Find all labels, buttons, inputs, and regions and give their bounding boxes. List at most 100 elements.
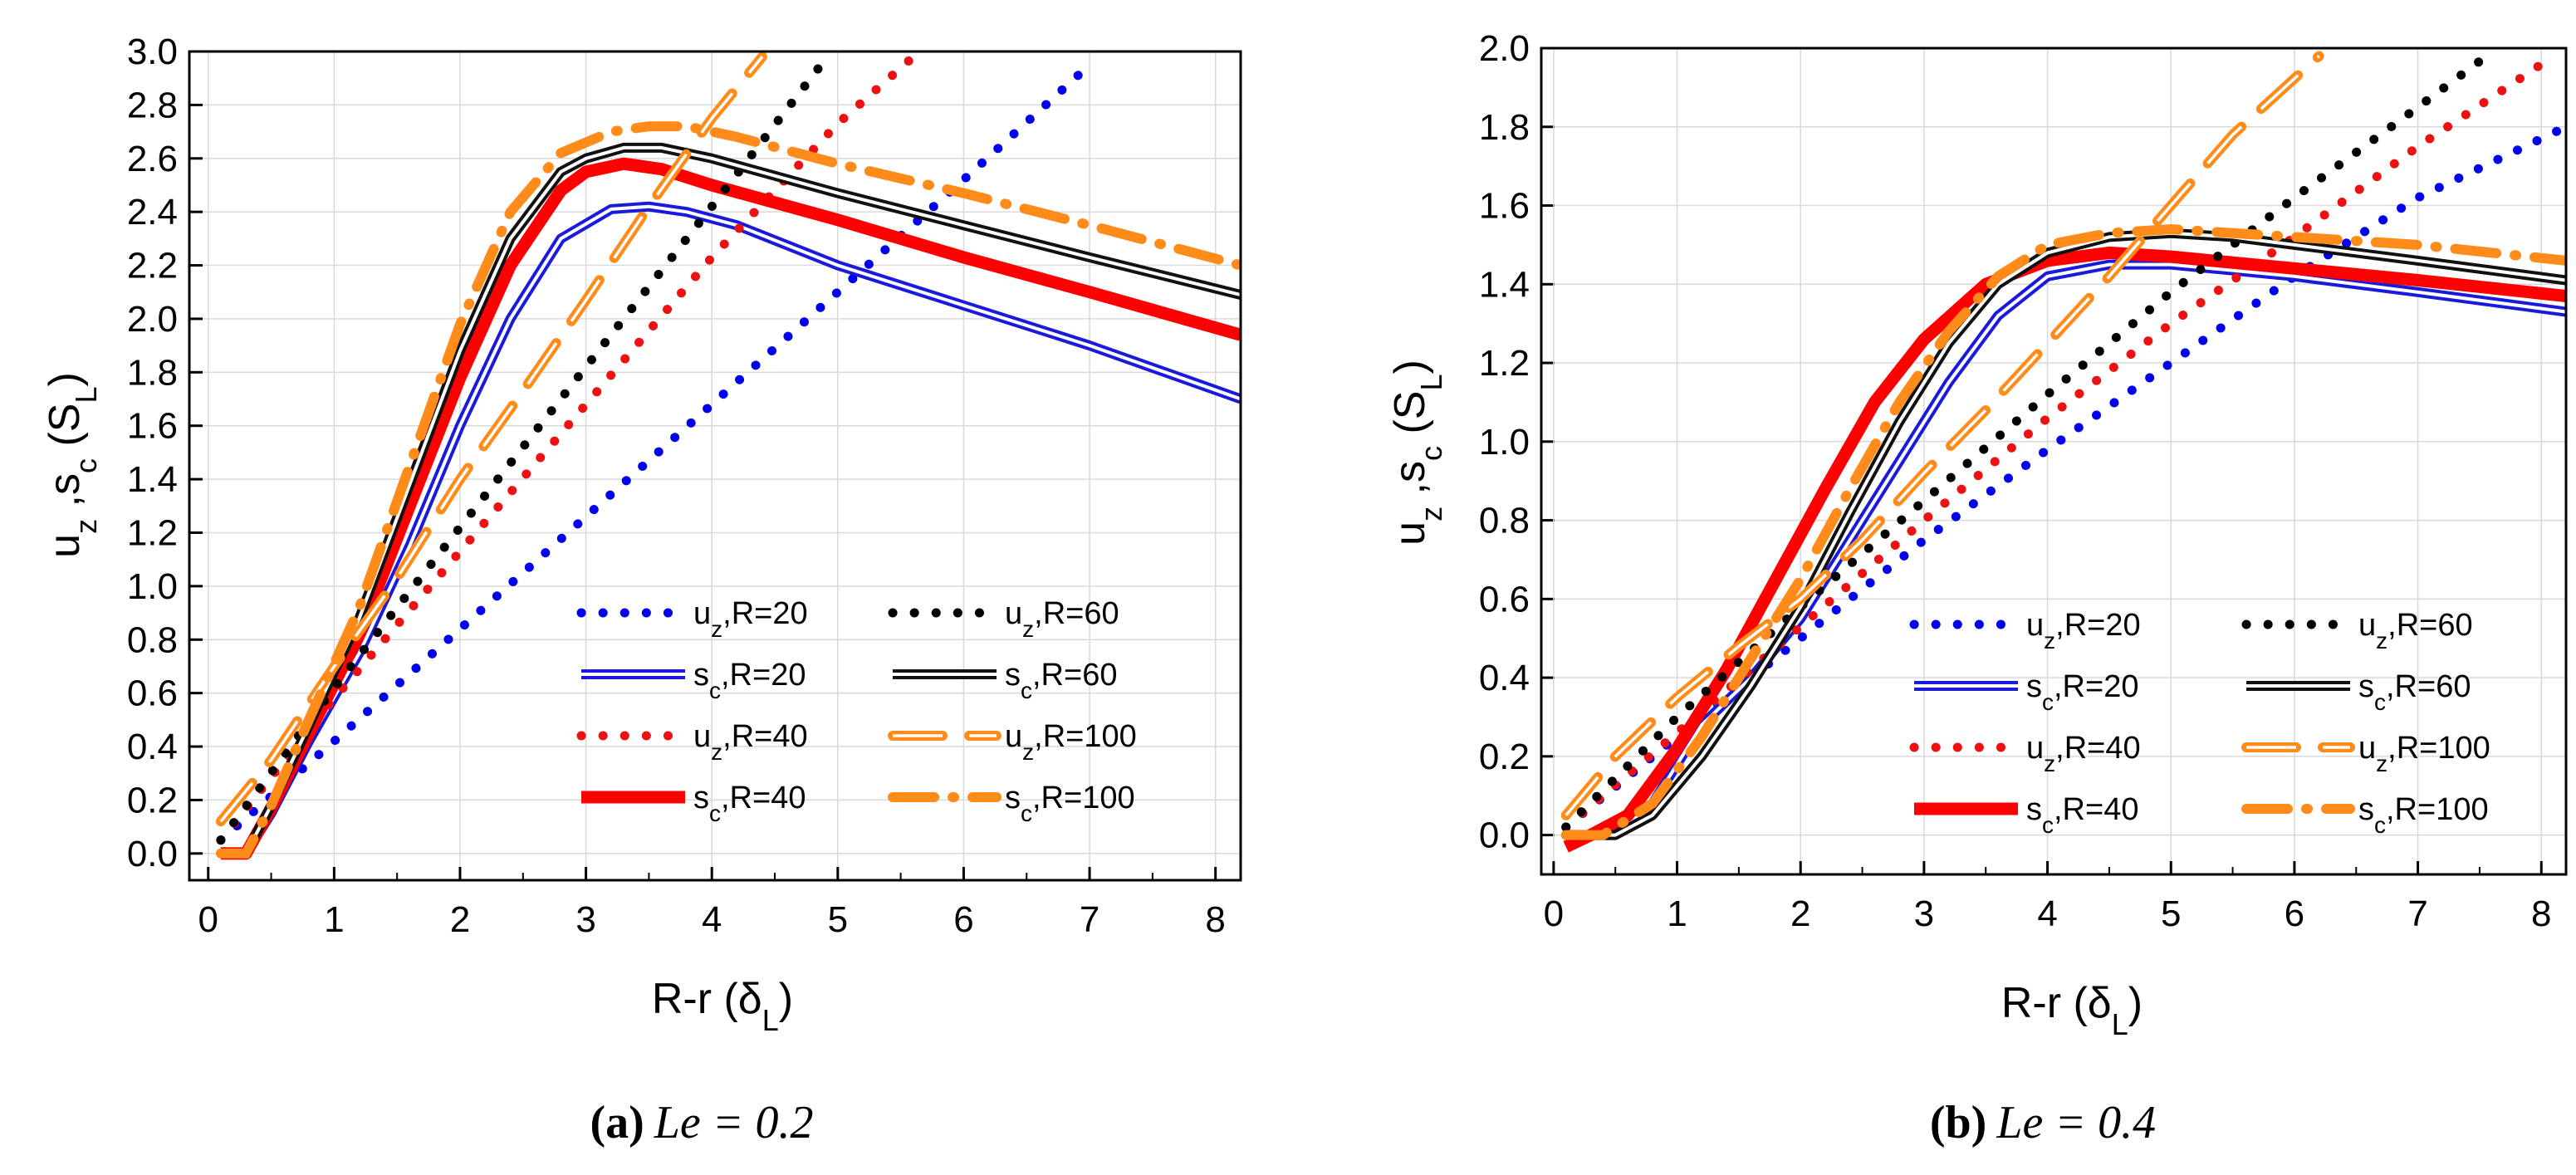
chart2-ytick-label: 0.2 <box>1479 737 1530 777</box>
chart1-ytick-label: 0.6 <box>127 673 178 714</box>
x-axis-label: R-r (δL) <box>652 975 793 1037</box>
caption-b: (b) Le = 0.4 <box>1930 1097 2156 1148</box>
chart1-legend-label: sc,R=60 <box>1005 658 1117 703</box>
chart1-legend-label: sc,R=20 <box>693 658 806 703</box>
chart1-xtick-label: 8 <box>1205 899 1225 940</box>
chart1-ytick-label: 2.0 <box>127 299 178 340</box>
chart1-xtick-label: 6 <box>953 899 973 940</box>
chart2-ytick-label: 0.4 <box>1479 658 1530 698</box>
chart1-legend-label: uz,R=40 <box>693 719 808 765</box>
chart2-xtick-label: 7 <box>2407 893 2427 934</box>
chart1-xtick-label: 4 <box>702 899 722 940</box>
chart2-xtick-label: 5 <box>2161 893 2181 934</box>
chart2-legend-item: sc,R=20 <box>1914 669 2138 715</box>
chart1-ytick-label: 2.4 <box>127 192 178 233</box>
chart2-legend-label: sc,R=60 <box>2358 669 2471 715</box>
chart2-frame <box>1540 47 2568 876</box>
panel-b: 0.0 0.2 0.4 0.6 0.8 1.0 1.2 1.4 1.6 1.8 2.0 0 1 2 3 4 5 6… <box>1479 28 2568 934</box>
chart2-xtick-label: 2 <box>1790 893 1810 934</box>
chart2-legend-label: sc,R=100 <box>2358 792 2489 838</box>
chart2-ytick-label: 0.8 <box>1479 501 1530 541</box>
chart2-legend-label: uz,R=20 <box>2026 608 2141 654</box>
chart1-ytick-label: 1.6 <box>127 406 178 447</box>
chart1-legend-item: sc,R=20 <box>581 658 806 703</box>
chart1-legend-item: uz,R=20 <box>576 596 808 642</box>
chart1-ytick-label: 1.4 <box>127 459 178 500</box>
chart2-legend-item: uz,R=60 <box>2241 608 2473 654</box>
chart2-ytick-label: 1.4 <box>1479 264 1530 305</box>
chart2-xtick-label: 4 <box>2037 893 2057 934</box>
chart2-xtick-label: 3 <box>1914 893 1934 934</box>
chart2-ytick-label: 1.8 <box>1479 107 1530 148</box>
chart2-legend-label: sc,R=40 <box>2026 792 2138 838</box>
chart1-ytick-label: 2.8 <box>127 85 178 125</box>
chart1-xtick-label: 0 <box>198 899 218 940</box>
chart2-legend-label: sc,R=20 <box>2026 669 2138 715</box>
chart2-ytick-label: 1.0 <box>1479 422 1530 463</box>
chart1-ytick-label: 0.2 <box>127 780 178 820</box>
chart1-series-uz-r-100-core <box>219 56 764 823</box>
chart1-frame <box>188 50 1242 882</box>
chart2-legend-item: uz,R=100 <box>2241 731 2490 776</box>
chart1-ytick-label: 1.0 <box>127 566 178 607</box>
chart1-ytick-label: 2.2 <box>127 246 178 286</box>
caption-a: (a) Le = 0.2 <box>590 1097 813 1148</box>
chart2-legend-item: sc,R=40 <box>1914 792 2138 838</box>
chart1-legend-label: sc,R=40 <box>693 781 806 826</box>
chart1-xtick-label: 5 <box>828 899 848 940</box>
chart1-series-group <box>215 51 1241 860</box>
chart2-xtick-label: 8 <box>2531 893 2551 934</box>
chart2-xtick-label: 1 <box>1667 893 1687 934</box>
chart2-series-uz-r-60 <box>1561 48 2497 832</box>
chart1-ytick-label: 0.4 <box>127 727 178 767</box>
caption-b-text: Le = 0.4 <box>1996 1097 2156 1148</box>
chart1-series-uz-r-60 <box>216 55 830 845</box>
chart1-xtick-label: 3 <box>575 899 595 940</box>
chart2-legend-item: sc,R=60 <box>2246 669 2471 715</box>
caption-a-text: Le = 0.2 <box>654 1097 814 1148</box>
caption-a-label: (a) <box>590 1097 644 1148</box>
chart1-ytick-label: 1.8 <box>127 352 178 393</box>
y-axis-label: uz ,sc (SL) <box>41 372 103 558</box>
chart2-series-sc-r-60-core <box>1565 231 2566 837</box>
chart2-series-uz-r-100-core <box>1565 55 2320 817</box>
chart2-ytick-label: 1.6 <box>1479 186 1530 227</box>
chart1-legend-label: uz,R=20 <box>693 596 808 642</box>
chart1-xtick-label: 1 <box>324 899 344 940</box>
chart1-ytick-label: 3.0 <box>127 32 178 72</box>
chart2-legend-label: uz,R=40 <box>2026 731 2141 776</box>
chart1-series-sc-r-100 <box>215 121 1241 859</box>
chart1-legend-item: uz,R=100 <box>888 719 1137 765</box>
chart1-legend-label: sc,R=100 <box>1005 781 1135 826</box>
chart2-series-uz-r-40 <box>1561 51 2559 832</box>
chart2-xtick-label: 0 <box>1544 893 1564 934</box>
chart1-xtick-label: 7 <box>1080 899 1099 940</box>
chart1-legend-item: sc,R=100 <box>888 781 1135 826</box>
chart2-ytick-label: 1.2 <box>1479 343 1530 384</box>
chart2-legend-label: uz,R=60 <box>2358 608 2473 654</box>
chart1-ytick-label: 1.2 <box>127 512 178 553</box>
chart2-ytick-label: 0.0 <box>1479 815 1530 856</box>
chart1-xtick-label: 2 <box>450 899 470 940</box>
chart1-ytick-label: 0.8 <box>127 619 178 660</box>
chart2-series-sc-r-40 <box>1563 246 2566 853</box>
x-axis-label: R-r (δL) <box>2001 979 2143 1041</box>
chart2-legend-item: sc,R=100 <box>2241 792 2489 838</box>
chart2-series-sc-r-100 <box>1560 223 2566 840</box>
caption-b-label: (b) <box>1930 1097 1986 1148</box>
chart2-legend-item: uz,R=20 <box>1909 608 2141 654</box>
chart1-legend-item: sc,R=60 <box>893 658 1117 703</box>
chart1-ytick-label: 2.6 <box>127 139 178 179</box>
chart1-legend-label: uz,R=100 <box>1005 719 1137 765</box>
chart2-ytick-label: 0.6 <box>1479 579 1530 619</box>
chart1-legend-item: uz,R=60 <box>888 596 1119 642</box>
chart1-legend-label: uz,R=60 <box>1005 596 1119 642</box>
chart2-xtick-label: 6 <box>2285 893 2304 934</box>
chart2-ytick-label: 2.0 <box>1479 28 1530 69</box>
chart2-legend-label: uz,R=100 <box>2358 731 2490 776</box>
chart2-series-group <box>1560 48 2566 853</box>
chart1-ytick-label: 0.0 <box>127 834 178 874</box>
panel-a: 0.0 0.2 0.4 0.6 0.8 1.0 1.2 1.4 1.6 1.8 2.0 2.2 2.4 2… <box>127 32 1242 940</box>
chart1-legend-item: uz,R=40 <box>576 719 808 765</box>
